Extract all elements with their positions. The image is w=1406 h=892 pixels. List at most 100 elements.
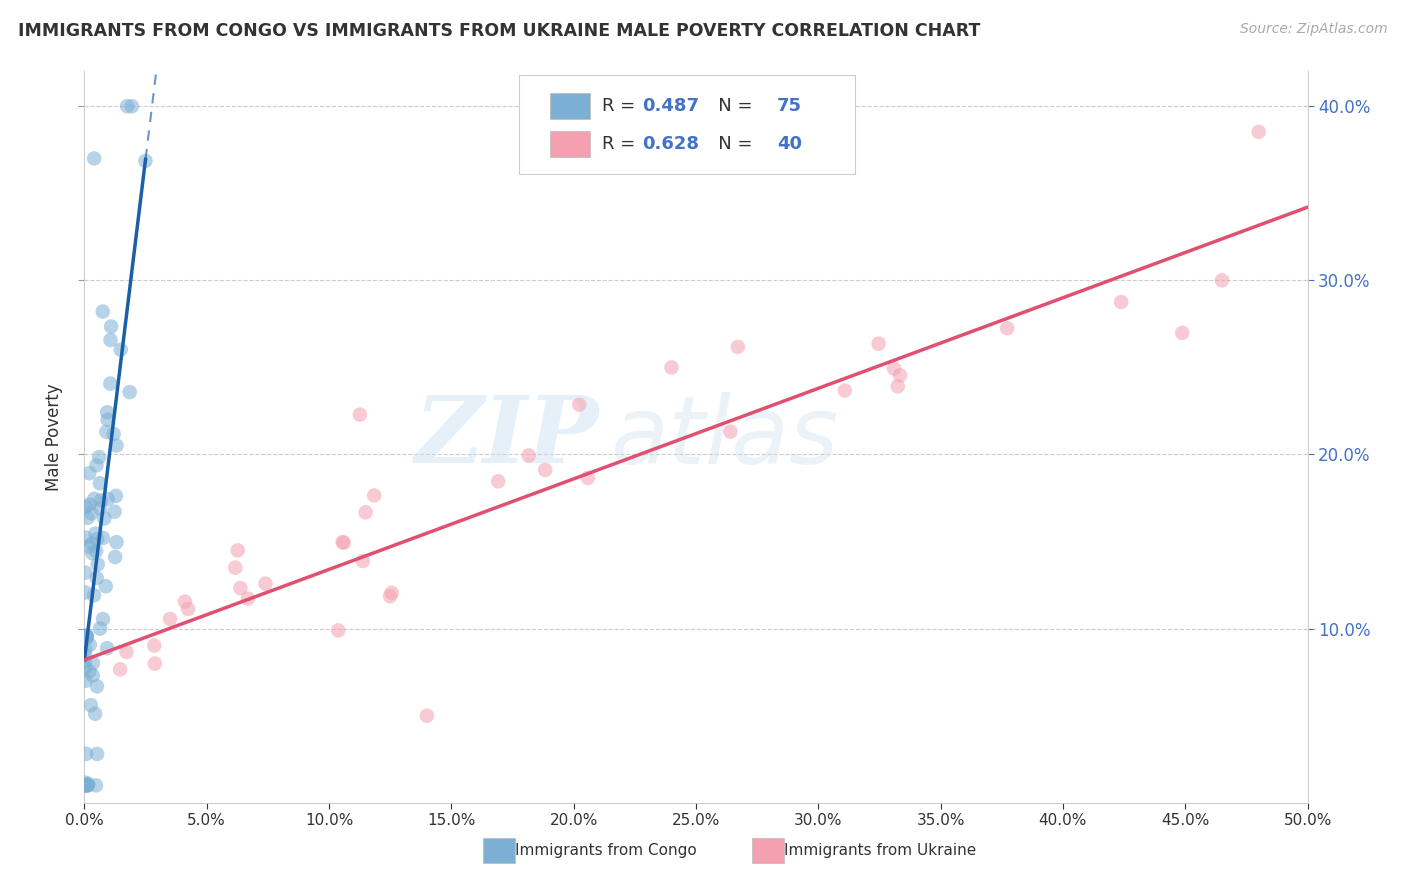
Point [84,526,107,541]
Point [75,655,97,669]
Point [110,343,132,357]
Point [75,531,97,545]
Text: R =: R = [602,135,641,153]
Point [75,660,97,674]
Point [97,412,120,426]
Point [82,668,104,682]
Y-axis label: Male Poverty: Male Poverty [45,384,63,491]
Point [134,153,156,168]
Point [100,333,122,347]
Text: Immigrants from Ukraine: Immigrants from Ukraine [785,843,976,858]
Point [236,591,259,606]
Point [86,679,108,693]
Point [96,425,118,439]
Point [363,488,385,502]
Point [82,656,104,670]
Point [328,624,350,638]
Point [83,588,105,602]
Text: N =: N = [700,96,758,115]
Point [118,385,141,400]
Text: Source: ZipAtlas.com: Source: ZipAtlas.com [1240,22,1388,37]
Point [143,657,166,671]
Point [349,408,371,422]
Point [159,612,181,626]
Point [83,491,105,506]
Point [108,662,131,676]
Point [79,498,101,512]
Point [517,449,540,463]
Point [75,585,97,599]
Text: 0.628: 0.628 [643,135,699,153]
Point [121,99,143,113]
Point [103,426,125,441]
Point [105,438,128,452]
Point [91,531,114,545]
Point [80,536,103,550]
Point [96,641,118,656]
Point [75,778,97,792]
Text: R =: R = [602,96,641,115]
Point [77,777,100,791]
Point [486,475,509,489]
Point [97,491,120,506]
Point [76,778,98,792]
Point [576,471,599,485]
Text: Immigrants from Congo: Immigrants from Congo [515,843,697,858]
Point [76,628,98,642]
Point [174,594,197,608]
Point [868,336,890,351]
Point [79,638,101,652]
Point [89,450,111,464]
Text: IMMIGRANTS FROM CONGO VS IMMIGRANTS FROM UKRAINE MALE POVERTY CORRELATION CHART: IMMIGRANTS FROM CONGO VS IMMIGRANTS FROM… [18,22,980,40]
Point [75,629,97,643]
Point [84,778,107,792]
Point [76,631,98,645]
Text: 40: 40 [776,135,801,153]
Point [104,550,127,565]
Point [89,501,111,516]
Point [86,571,108,585]
Point [834,384,856,398]
Point [995,321,1018,335]
Point [720,425,742,439]
Point [75,747,97,761]
Point [76,511,98,525]
Point [98,376,121,391]
Point [80,507,103,521]
Point [82,546,104,560]
Point [87,558,110,572]
Point [889,368,911,383]
Point [568,398,591,412]
Text: 75: 75 [776,96,801,115]
Point [229,581,252,595]
Point [86,458,108,473]
Point [1247,125,1270,139]
Point [77,467,100,481]
Point [416,708,439,723]
Point [224,560,246,574]
Point [75,566,97,580]
Point [77,540,100,554]
Point [378,589,401,603]
FancyBboxPatch shape [752,838,785,863]
FancyBboxPatch shape [484,838,515,863]
Point [661,360,683,375]
FancyBboxPatch shape [519,75,855,174]
Point [96,405,118,419]
Point [883,361,905,376]
Point [103,505,125,519]
Point [254,576,277,591]
FancyBboxPatch shape [550,130,589,157]
Point [75,648,97,663]
Point [89,476,111,491]
Point [76,778,98,792]
Point [86,532,108,546]
Point [534,463,557,477]
Point [1109,295,1132,310]
Point [94,579,117,593]
Point [84,706,107,721]
Point [332,535,354,549]
Point [354,505,377,519]
Point [226,543,249,558]
Point [727,340,749,354]
